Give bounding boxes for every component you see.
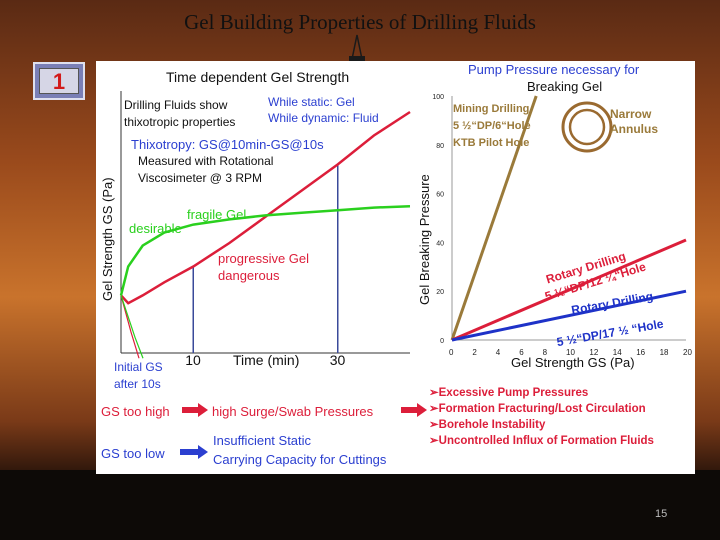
label-rotary-17-dp: 5 ½“DP/17 ½ “Hole: [556, 317, 665, 350]
right-y-tick-label: 40: [436, 240, 444, 247]
text-fragile-gel: fragile Gel: [187, 207, 246, 222]
right-x-tick-label: 0: [449, 348, 454, 357]
text-measured: Measured with Rotational: [138, 154, 273, 168]
right-y-tick-label: 100: [432, 94, 444, 101]
right-x-tick-label: 18: [660, 348, 669, 357]
initial-gs-decay-red: [120, 295, 140, 359]
right-x-tick-label: 20: [683, 348, 692, 357]
right-x-tick-label: 16: [636, 348, 645, 357]
text-gs-too-high: GS too high: [101, 404, 170, 419]
text-carrying: Carrying Capacity for Cuttings: [213, 452, 387, 467]
arrow-red-2-icon: [401, 403, 427, 417]
text-thixotropy: Thixotropy: GS@10min-GS@10s: [131, 137, 324, 152]
right-y-axis-label: Gel Breaking Pressure: [417, 174, 432, 305]
content-panel: 10 30 Time dependent Gel Strength Gel Str…: [96, 61, 695, 474]
text-initial-gs: Initial GS: [114, 360, 163, 374]
right-x-tick-label: 8: [543, 348, 548, 357]
label-rotary-17: Rotary Drilling: [570, 289, 654, 317]
slide-number-badge: 1: [33, 62, 85, 100]
left-x-tick-label: 30: [330, 352, 346, 368]
page-number: 15: [655, 508, 668, 520]
arrow-blue-icon: [180, 445, 208, 459]
left-chart-title: Time dependent Gel Strength: [166, 69, 349, 85]
left-y-axis-label: Gel Strength GS (Pa): [100, 177, 115, 301]
narrow-annulus-icon: [561, 101, 613, 153]
right-title-line1: Pump Pressure necessary for: [468, 62, 640, 77]
text-desirable: desirable: [129, 221, 182, 236]
right-y-tick-label: 80: [436, 143, 444, 150]
right-chart-series: [450, 95, 687, 342]
label-annulus: Annulus: [610, 122, 658, 136]
right-x-tick-label: 4: [496, 348, 501, 357]
bullet-4: ➢Uncontrolled Influx of Formation Fluids: [429, 435, 654, 447]
text-fluids-show: Drilling Fluids show: [124, 98, 228, 112]
text-surge-swab: high Surge/Swab Pressures: [212, 404, 374, 419]
initial-gs-decay-green: [120, 295, 144, 359]
left-x-axis-label: Time (min): [233, 352, 299, 368]
right-y-tick-label: 0: [440, 338, 444, 345]
arrow-red-1-icon: [182, 403, 208, 417]
right-chart-axes: [451, 96, 686, 341]
badge-label: 1: [39, 68, 79, 94]
bullet-1: ➢Excessive Pump Pressures: [429, 387, 588, 399]
fragile-gel-line: [119, 205, 411, 296]
label-narrow: Narrow: [610, 107, 652, 121]
slide-title: Gel Building Properties of Drilling Flui…: [184, 10, 536, 34]
left-x-tick-label: 10: [185, 352, 201, 368]
right-x-tick-label: 6: [519, 348, 524, 357]
right-x-tick-label: 10: [566, 348, 575, 357]
text-viscosimeter: Viscosimeter @ 3 RPM: [138, 171, 262, 185]
progressive-gel-line: [120, 110, 411, 305]
mining-drilling-line: [450, 95, 538, 341]
left-chart-axes: [120, 91, 410, 354]
label-mining-dp: 5 ½“DP/6“Hole: [453, 120, 531, 132]
bullet-2: ➢Formation Fracturing/Lost Circulation: [429, 403, 646, 415]
text-while-static: While static: Gel: [268, 95, 355, 109]
left-chart-ticks: 10 30: [185, 164, 346, 368]
rotary-12-line: [451, 238, 687, 342]
rotary-17-line: [451, 289, 687, 342]
text-while-dynamic: While dynamic: Fluid: [268, 111, 379, 125]
label-mining-drilling: Mining Drilling: [453, 103, 529, 115]
right-chart-ticks: 0 2 4 6 8 10 12 14 16 18 20 0 20 40 60 80 100: [432, 94, 692, 357]
right-title-line2: Breaking Gel: [527, 79, 602, 94]
right-x-tick-label: 12: [589, 348, 598, 357]
text-insufficient: Insufficient Static: [213, 433, 312, 448]
right-x-tick-label: 2: [472, 348, 477, 357]
text-gs-too-low: GS too low: [101, 446, 165, 461]
right-y-tick-label: 20: [436, 289, 444, 296]
right-x-tick-label: 14: [613, 348, 622, 357]
text-dangerous: dangerous: [218, 268, 280, 283]
left-chart-series: [119, 110, 411, 359]
horizon-silhouette: [0, 470, 720, 540]
bullet-3: ➢Borehole Instability: [429, 419, 546, 431]
label-ktb: KTB Pilot Hole: [453, 137, 529, 149]
text-progressive-gel: progressive Gel: [218, 251, 309, 266]
text-after-10s: after 10s: [114, 377, 161, 391]
right-y-tick-label: 60: [436, 192, 444, 199]
text-thixotropic: thixotropic properties: [124, 115, 235, 129]
right-x-axis-label: Gel Strength GS (Pa): [511, 355, 635, 370]
